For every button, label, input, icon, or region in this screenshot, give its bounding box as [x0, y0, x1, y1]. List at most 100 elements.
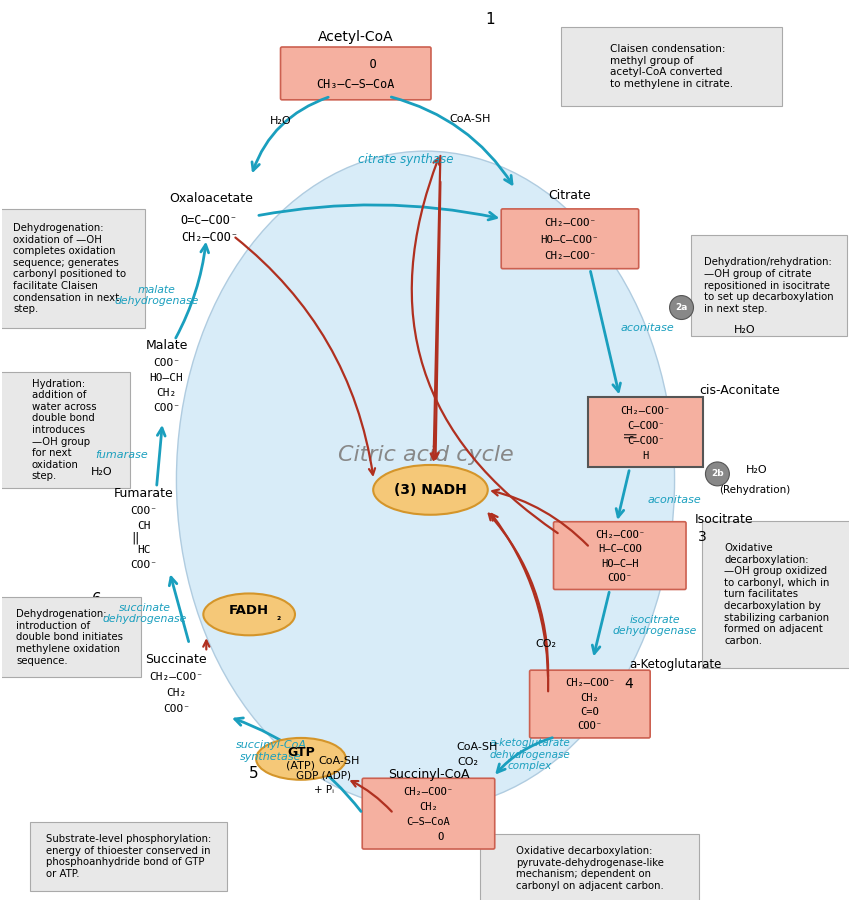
- FancyBboxPatch shape: [553, 521, 686, 590]
- Text: CH₂—COO⁻: CH₂—COO⁻: [544, 251, 596, 261]
- Text: CH₂—COO⁻: CH₂—COO⁻: [150, 672, 203, 682]
- Text: COO⁻: COO⁻: [130, 506, 157, 516]
- Text: 3: 3: [698, 529, 706, 544]
- Text: Oxidative decarboxylation:
pyruvate-dehydrogenase-like
mechanism; dependent on
c: Oxidative decarboxylation: pyruvate-dehy…: [516, 846, 664, 891]
- Text: O: O: [413, 832, 444, 842]
- Text: H₂O: H₂O: [734, 326, 755, 336]
- Text: ₂: ₂: [277, 612, 281, 622]
- Text: succinate
dehydrogenase: succinate dehydrogenase: [102, 603, 187, 624]
- Text: HO—CH: HO—CH: [150, 373, 184, 383]
- Text: (Rehydration): (Rehydration): [718, 485, 790, 495]
- FancyBboxPatch shape: [691, 235, 847, 336]
- Text: Claisen condensation:
methyl group of
acetyl-CoA converted
to methylene in citra: Claisen condensation: methyl group of ac…: [610, 44, 734, 88]
- Ellipse shape: [203, 594, 295, 635]
- Text: aconitase: aconitase: [648, 495, 701, 505]
- Text: Dehydrogenation:
oxidation of —OH
completes oxidation
sequence; generates
carbon: Dehydrogenation: oxidation of —OH comple…: [14, 223, 127, 314]
- Text: CH₂: CH₂: [581, 693, 599, 703]
- Text: O=C—COO⁻: O=C—COO⁻: [181, 215, 238, 227]
- Text: Succinate: Succinate: [145, 653, 207, 666]
- Text: aconitase: aconitase: [620, 324, 675, 334]
- FancyBboxPatch shape: [480, 833, 700, 902]
- Text: CH₂: CH₂: [156, 388, 177, 398]
- Text: CH₃—C—S—CoA: CH₃—C—S—CoA: [316, 78, 395, 91]
- Text: CO₂: CO₂: [458, 757, 479, 767]
- Text: COO⁻: COO⁻: [153, 403, 180, 413]
- Text: a-ketoglutarate
dehydrogenase
complex: a-ketoglutarate dehydrogenase complex: [490, 738, 570, 771]
- Text: COO⁻: COO⁻: [153, 358, 180, 368]
- Ellipse shape: [256, 738, 346, 779]
- Text: Oxaloacetate: Oxaloacetate: [169, 192, 253, 206]
- Text: 5: 5: [249, 767, 259, 781]
- Text: Dehydrogenation:
introduction of
double bond initiates
methylene oxidation
seque: Dehydrogenation: introduction of double …: [16, 609, 123, 666]
- Text: a-Ketoglutarate: a-Ketoglutarate: [630, 658, 722, 671]
- Text: CO₂: CO₂: [536, 640, 557, 649]
- Text: CH₂—COO⁻: CH₂—COO⁻: [404, 787, 454, 796]
- Text: Substrate-level phosphorylation:
energy of thioester conserved in
phosphoanhydri: Substrate-level phosphorylation: energy …: [46, 834, 212, 879]
- Text: CH₂—COO⁻: CH₂—COO⁻: [544, 218, 596, 228]
- Text: citrate synthase: citrate synthase: [358, 152, 453, 166]
- Text: Dehydration/rehydration:
—OH group of citrate
repositioned in isocitrate
to set : Dehydration/rehydration: —OH group of ci…: [705, 257, 834, 314]
- Text: Succinyl-CoA: Succinyl-CoA: [388, 769, 469, 781]
- Text: Fumarate: Fumarate: [114, 487, 173, 501]
- Text: Citrate: Citrate: [548, 189, 592, 202]
- Text: HO—C—COO⁻: HO—C—COO⁻: [541, 235, 599, 244]
- Text: C—COO⁻: C—COO⁻: [627, 436, 665, 446]
- Text: COO⁻: COO⁻: [130, 559, 157, 569]
- Text: H: H: [643, 451, 649, 461]
- FancyBboxPatch shape: [502, 209, 638, 269]
- Text: Citric acid cycle: Citric acid cycle: [337, 445, 513, 465]
- Text: CoA-SH: CoA-SH: [318, 756, 360, 766]
- Text: 2a: 2a: [676, 303, 688, 312]
- Text: CH₂—COO⁻: CH₂—COO⁻: [595, 529, 645, 539]
- Text: 6: 6: [92, 592, 102, 607]
- FancyBboxPatch shape: [30, 822, 227, 891]
- Text: GDP (ADP): GDP (ADP): [297, 771, 351, 781]
- Circle shape: [670, 296, 694, 319]
- Text: O: O: [334, 58, 377, 71]
- Text: cis-Aconitate: cis-Aconitate: [700, 383, 780, 397]
- Text: COO⁻: COO⁻: [577, 722, 603, 732]
- Text: Isocitrate: Isocitrate: [694, 513, 753, 526]
- Text: FADH: FADH: [230, 604, 269, 617]
- Text: 8: 8: [92, 263, 101, 278]
- Text: COO⁻: COO⁻: [607, 573, 632, 583]
- Text: CH: CH: [137, 520, 150, 530]
- FancyBboxPatch shape: [362, 778, 495, 849]
- Text: C—S—CoA: C—S—CoA: [406, 817, 451, 827]
- FancyBboxPatch shape: [280, 47, 431, 100]
- Text: 2b: 2b: [711, 469, 723, 478]
- Ellipse shape: [373, 465, 488, 515]
- Text: ‖: ‖: [623, 430, 637, 437]
- Text: succinyl-CoA
synthetase: succinyl-CoA synthetase: [235, 740, 307, 761]
- Text: C—COO⁻: C—COO⁻: [627, 421, 665, 431]
- Text: COO⁻: COO⁻: [163, 704, 190, 714]
- Text: H—C—COO: H—C—COO: [598, 544, 642, 554]
- Text: CoA-SH: CoA-SH: [450, 115, 491, 124]
- FancyBboxPatch shape: [588, 397, 703, 467]
- FancyBboxPatch shape: [561, 26, 782, 106]
- Text: GTP: GTP: [287, 746, 314, 759]
- Text: fumarase: fumarase: [95, 450, 148, 460]
- Text: C=O: C=O: [581, 707, 599, 717]
- Ellipse shape: [177, 152, 675, 809]
- FancyBboxPatch shape: [702, 521, 850, 667]
- Text: Malate: Malate: [145, 339, 188, 352]
- Text: CH₂: CH₂: [167, 688, 186, 698]
- Text: (3) NADH: (3) NADH: [394, 483, 467, 497]
- Text: 1: 1: [485, 12, 495, 27]
- Text: ‖: ‖: [131, 531, 139, 544]
- Text: 4: 4: [625, 677, 633, 691]
- Text: H₂O: H₂O: [270, 116, 292, 126]
- Text: HO—C—H: HO—C—H: [601, 558, 638, 568]
- Text: malate
dehydrogenase: malate dehydrogenase: [114, 285, 199, 307]
- Text: CH₂—COO⁻: CH₂—COO⁻: [565, 678, 615, 688]
- FancyBboxPatch shape: [0, 209, 144, 328]
- Text: Hydration:
addition of
water across
double bond
introduces
—OH group
for next
ox: Hydration: addition of water across doub…: [31, 379, 96, 482]
- Text: 7: 7: [92, 412, 101, 428]
- FancyBboxPatch shape: [0, 372, 129, 488]
- Text: HC: HC: [137, 545, 150, 555]
- Text: CH₂—COO⁻: CH₂—COO⁻: [181, 231, 238, 244]
- Text: H₂O: H₂O: [91, 467, 112, 477]
- Text: isocitrate
dehydrogenase: isocitrate dehydrogenase: [613, 614, 697, 636]
- Text: CH₂—COO⁻: CH₂—COO⁻: [620, 406, 671, 416]
